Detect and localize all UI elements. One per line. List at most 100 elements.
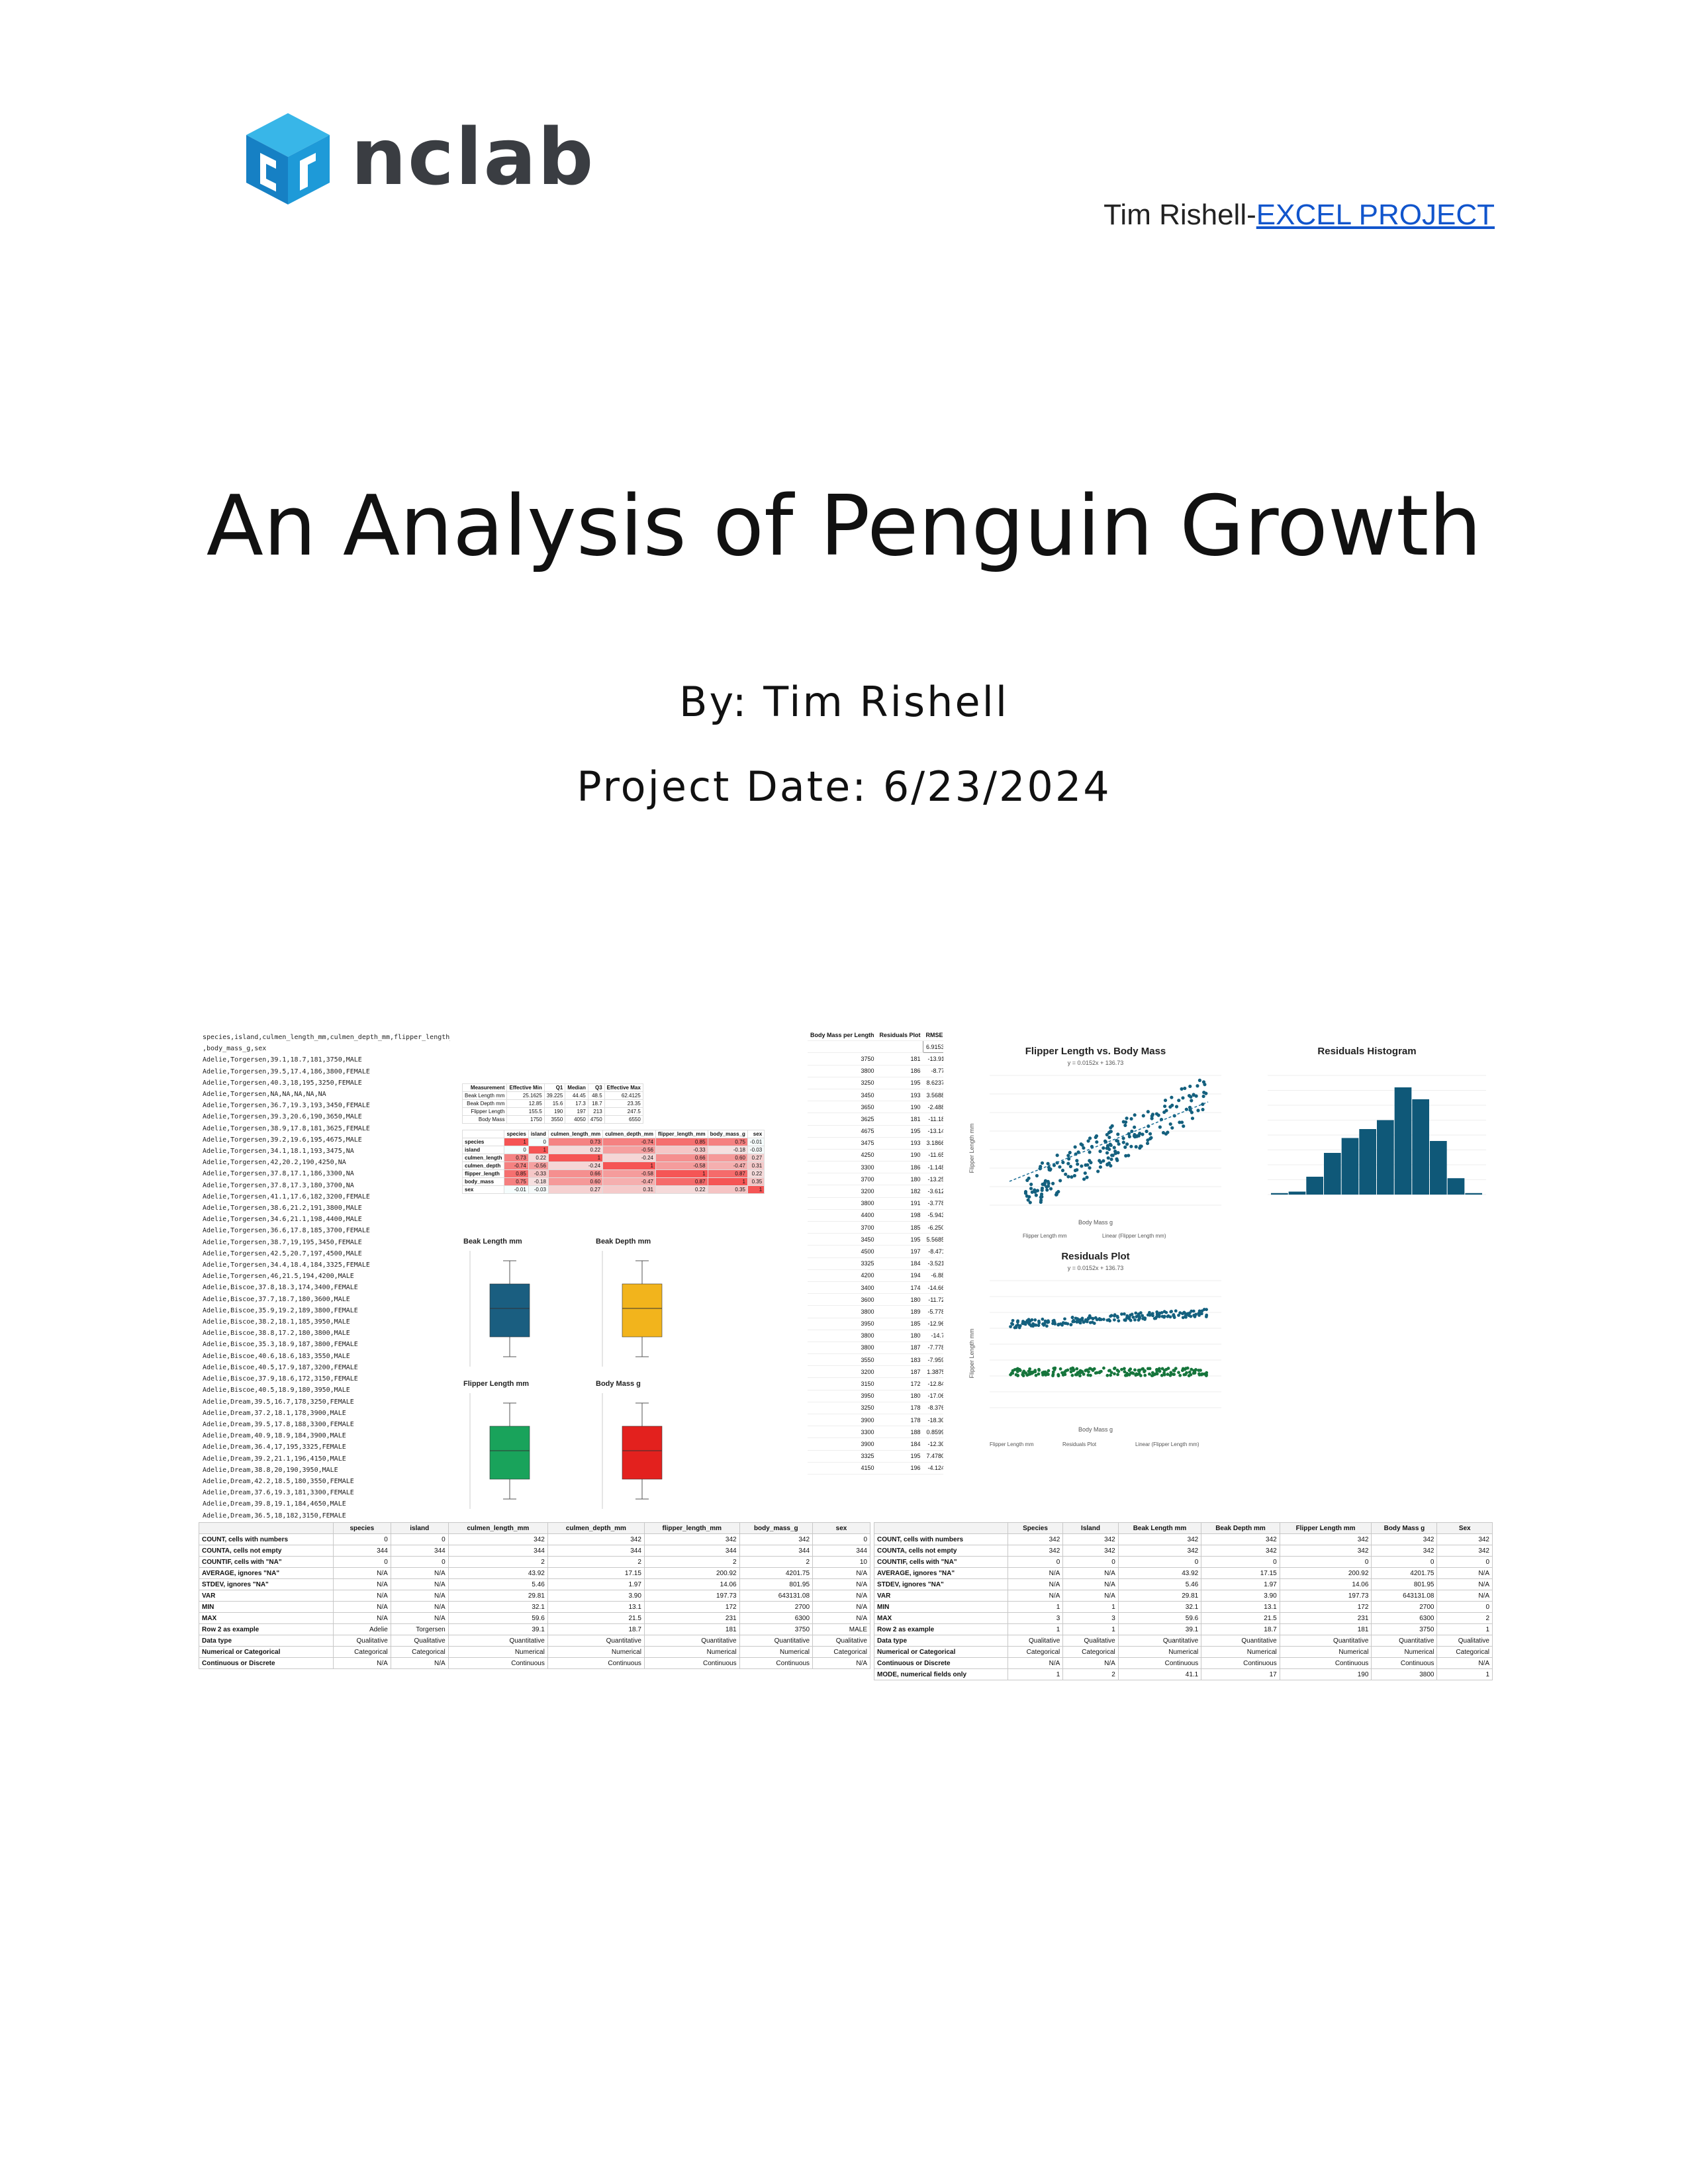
summary-row-label: MODE, numerical fields only [874, 1668, 1008, 1680]
summary-row-label: COUNT, cells with numbers [874, 1533, 1008, 1545]
residual-cell: 190 [876, 1101, 923, 1114]
residual-row: 3700 180 -13.2564 [808, 1173, 955, 1186]
scatter1-point [1105, 1162, 1109, 1166]
summary-cell: N/A [390, 1657, 449, 1669]
scatter2-point [1168, 1315, 1172, 1319]
residual-point [1053, 1368, 1056, 1371]
scatter1-point [1075, 1168, 1079, 1172]
corr-cell: -0.58 [655, 1161, 708, 1170]
summary-cell: Continuous [447, 1657, 548, 1669]
scatter1-point [1048, 1168, 1052, 1172]
residual-row: 3750 181 -13.9142 [808, 1052, 955, 1066]
residual-cell: 3200 [808, 1185, 877, 1198]
residual-point [1064, 1369, 1068, 1373]
summary-row: VAR N/A N/A 29.81 3.90 197.73 643131.08 N/A [199, 1590, 870, 1602]
summary-cell: 342 [1371, 1533, 1438, 1545]
corr-header-cell: flipper_length_mm [655, 1130, 708, 1138]
scatter1-point [1068, 1164, 1072, 1169]
scatter1-point [1183, 1086, 1187, 1091]
summary-header-cell: culmen_length_mm [447, 1522, 548, 1534]
scatter1-point [1068, 1150, 1072, 1155]
summary-cell: N/A [1436, 1578, 1493, 1590]
summary-cell: Quantitative [547, 1635, 645, 1647]
residual-cell: 4150 [808, 1462, 877, 1475]
residual-cell: 4200 [808, 1269, 877, 1282]
scatter2-point [1197, 1314, 1201, 1317]
residual-cell: 3150 [808, 1377, 877, 1390]
residual-point [1117, 1369, 1121, 1373]
scatter2-point [1170, 1310, 1174, 1313]
scatter2-point [1102, 1318, 1105, 1321]
residual-row: 3200 182 -3.61249 [808, 1185, 955, 1198]
residual-cell: 187 [876, 1365, 923, 1379]
scatter1-legend-item: Linear (Flipper Length mm) [1102, 1233, 1166, 1239]
residual-cell: 3700 [808, 1221, 877, 1234]
corr-cell: 0.87 [655, 1177, 708, 1186]
summary-cell: 2 [547, 1556, 645, 1568]
residual-point [1199, 1369, 1202, 1372]
scatter1-point [1058, 1179, 1062, 1183]
scatter1-point [1166, 1130, 1170, 1134]
summary-cell: 32.1 [447, 1601, 548, 1613]
stats-cell: 6550 [604, 1115, 643, 1124]
residual-row: 3950 185 -12.9694 [808, 1318, 955, 1330]
corr-cell: -0.03 [528, 1185, 549, 1194]
residuals-table: Body Mass per Length Residuals Plot RMSE 6.… [808, 1029, 955, 1475]
corr-row-label: culmen_length [461, 1154, 505, 1162]
scatter1-point [1180, 1087, 1184, 1091]
project-link[interactable]: EXCEL PROJECT [1256, 199, 1495, 231]
residual-cell: 3475 [808, 1137, 877, 1150]
summary-cell: 231 [643, 1612, 740, 1624]
summary-cell: Numerical [1201, 1646, 1280, 1658]
residual-cell: 3325 [808, 1450, 877, 1463]
csv-line: Adelie,Biscoe,40.5,17.9,187,3200,FEMALE [203, 1363, 358, 1371]
scatter1-point [1105, 1151, 1109, 1155]
boxplot-box [622, 1426, 663, 1480]
summary-row-label: MIN [199, 1601, 334, 1613]
residual-cell: 3800 [808, 1197, 877, 1210]
scatter2-point [1037, 1319, 1041, 1323]
summary-cell: 0 [332, 1533, 391, 1545]
residual-cell: 3800 [808, 1065, 877, 1077]
residual-point [1199, 1373, 1203, 1377]
corr-row: culmen_depth -0.74 -0.56 -0.24 1 -0.58 -0.47 0.… [461, 1161, 765, 1170]
summary-cell: N/A [390, 1601, 449, 1613]
scatter1-point [1029, 1182, 1033, 1187]
scatter1-point [1188, 1084, 1192, 1089]
corr-row: flipper_length 0.85 -0.33 0.66 -0.58 1 0.87 0.2… [461, 1169, 765, 1178]
summary-cell: 801.95 [1371, 1578, 1438, 1590]
stats-cell: 62.4125 [604, 1091, 643, 1100]
scatter2-point [1015, 1320, 1019, 1324]
scatter2-point [1178, 1311, 1182, 1315]
histogram-bar [1447, 1178, 1465, 1195]
csv-line: Adelie,Torgersen,39.1,18.7,181,3750,MALE [203, 1056, 362, 1064]
scatter2-point [1027, 1321, 1031, 1325]
residual-cell: 196 [876, 1462, 923, 1475]
scatter2-point [1070, 1316, 1074, 1319]
scatter1-legend-item: Flipper Length mm [1023, 1233, 1067, 1239]
scatter1-point [1075, 1159, 1079, 1163]
summary-cell: 3.90 [1201, 1590, 1280, 1602]
summary-cell: 3 [1062, 1612, 1119, 1624]
scatter1-point [1182, 1124, 1186, 1128]
scatter2-point [1011, 1318, 1015, 1322]
summary-cell: Numerical [1117, 1646, 1202, 1658]
summary-cell: 0 [1062, 1556, 1119, 1568]
residual-row: 3700 185 -6.25045 [808, 1221, 955, 1234]
summary-cell: Numerical [1371, 1646, 1438, 1658]
csv-line: Adelie,Biscoe,35.3,18.9,187,3800,FEMALE [203, 1341, 358, 1349]
corr-row: body_mass 0.75 -0.18 0.60 -0.47 0.87 1 0.35 [461, 1177, 765, 1186]
csv-line: Adelie,Biscoe,40.6,18.6,183,3550,MALE [203, 1352, 350, 1360]
summary-cell: 14.06 [643, 1578, 740, 1590]
scatter2-point [1133, 1318, 1137, 1322]
scatter2-point [1060, 1323, 1064, 1327]
scatter2-point [1063, 1317, 1066, 1321]
document-header: Tim Rishell-EXCEL PROJECT [1103, 199, 1495, 232]
residual-cell: 180 [876, 1330, 923, 1342]
residual-point [1174, 1367, 1178, 1371]
scatter1-point [1102, 1146, 1105, 1150]
summary-row-label: Row 2 as example [199, 1623, 334, 1635]
stats-cell: Flipper Length [461, 1107, 508, 1116]
scatter1-point [1177, 1099, 1181, 1103]
scatter1-point [1046, 1161, 1050, 1165]
